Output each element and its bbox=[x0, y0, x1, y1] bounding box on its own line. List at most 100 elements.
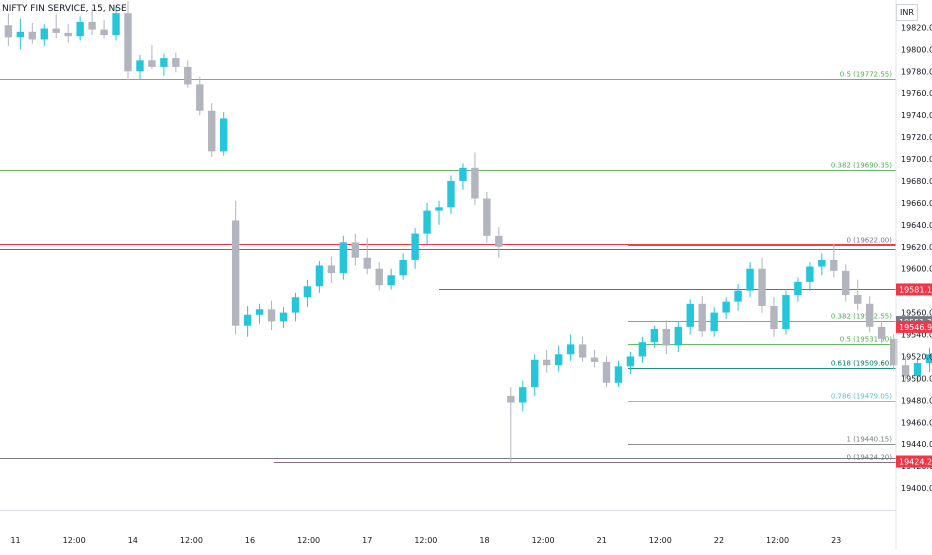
candle-body bbox=[471, 167, 479, 199]
candle bbox=[291, 292, 300, 322]
candle bbox=[387, 268, 395, 290]
candle bbox=[423, 202, 431, 245]
fib-level-label: 0.786 (19479.05) bbox=[831, 393, 892, 401]
candle-body bbox=[554, 354, 563, 366]
candle bbox=[243, 306, 252, 337]
candle bbox=[16, 18, 25, 50]
candle bbox=[566, 334, 575, 361]
candle-body bbox=[4, 25, 13, 38]
candle bbox=[901, 356, 910, 381]
candle-body bbox=[830, 259, 838, 271]
candle bbox=[865, 296, 874, 333]
candle-body bbox=[614, 366, 623, 383]
candle-body bbox=[590, 357, 599, 362]
candle bbox=[76, 16, 84, 41]
candle bbox=[818, 253, 826, 276]
candle bbox=[219, 111, 228, 156]
candle-body bbox=[28, 31, 37, 40]
candle bbox=[435, 200, 443, 225]
price-tick-label: 19560.00 bbox=[901, 309, 932, 318]
candle bbox=[64, 24, 72, 43]
candle-body bbox=[495, 235, 503, 247]
candle bbox=[674, 321, 682, 353]
price-label-text: 19424.20 bbox=[899, 458, 932, 467]
candle-body bbox=[411, 233, 419, 260]
candle bbox=[231, 200, 240, 335]
candle-body bbox=[507, 395, 515, 403]
time-tick-label: 21 bbox=[597, 536, 607, 545]
candle-body bbox=[399, 259, 407, 276]
candle-body bbox=[40, 28, 48, 40]
candle bbox=[842, 264, 850, 302]
candle bbox=[578, 336, 587, 362]
time-tick-label: 17 bbox=[362, 536, 372, 545]
candle-body bbox=[52, 28, 60, 33]
candle-body bbox=[889, 338, 898, 366]
candle-body bbox=[303, 286, 312, 298]
candle-body bbox=[566, 344, 575, 355]
candle-body bbox=[818, 259, 826, 267]
candle-body bbox=[339, 242, 348, 274]
candle-body bbox=[160, 58, 168, 67]
candle bbox=[339, 235, 348, 280]
candle bbox=[854, 279, 862, 311]
price-tick-label: 19720.00 bbox=[901, 133, 932, 142]
candle bbox=[483, 191, 491, 243]
time-tick-label: 16 bbox=[245, 536, 255, 545]
candle bbox=[626, 352, 635, 374]
candle bbox=[112, 5, 120, 41]
currency-button[interactable]: INR bbox=[896, 4, 918, 21]
candle-body bbox=[854, 295, 862, 304]
time-tick-label: 23 bbox=[831, 536, 841, 545]
candle bbox=[196, 76, 204, 116]
candle bbox=[746, 262, 754, 298]
candle bbox=[507, 387, 515, 462]
chart-title: NIFTY FIN SERVICE, 15, NSE bbox=[2, 4, 127, 14]
price-axis: 19820.00 19800.00 19780.00 19760.00 19740.00… bbox=[895, 0, 932, 550]
candle bbox=[52, 14, 60, 39]
candle-body bbox=[459, 167, 467, 181]
candle bbox=[602, 356, 611, 388]
candle-body bbox=[865, 303, 874, 327]
price-tick-label: 19620.00 bbox=[901, 243, 932, 252]
candle bbox=[88, 8, 96, 36]
candle-body bbox=[112, 13, 120, 36]
candle-body bbox=[231, 220, 240, 326]
price-label-tag: 19581.10 bbox=[896, 283, 932, 296]
price-tick-label: 19520.00 bbox=[901, 352, 932, 361]
candle-body bbox=[734, 290, 742, 302]
price-tick-label: 19640.00 bbox=[901, 221, 932, 230]
price-tick-label: 19540.00 bbox=[901, 331, 932, 340]
candle bbox=[554, 345, 563, 372]
candle bbox=[267, 300, 276, 331]
candle bbox=[471, 152, 479, 206]
candle bbox=[770, 297, 778, 337]
candle bbox=[614, 360, 623, 388]
candle bbox=[698, 296, 706, 337]
price-tick-label: 19440.00 bbox=[901, 440, 932, 449]
candle-body bbox=[351, 242, 359, 258]
candle-body bbox=[148, 60, 156, 67]
candle-body bbox=[124, 13, 132, 72]
candle bbox=[662, 320, 671, 355]
candle bbox=[255, 303, 264, 324]
fib-level-label: 0 (19424.20) bbox=[846, 454, 892, 462]
price-tick-label: 19500.00 bbox=[901, 374, 932, 383]
candle-body bbox=[602, 361, 611, 383]
fib-level-label: 0.382 (19552.55) bbox=[831, 313, 892, 321]
price-tick-label: 19400.00 bbox=[901, 484, 932, 493]
fib-level-label: 0 (19622.00) bbox=[846, 237, 892, 245]
time-tick-label: 12:00 bbox=[297, 536, 320, 545]
time-tick-label: 12:00 bbox=[414, 536, 437, 545]
candle-body bbox=[219, 118, 228, 152]
candle-body bbox=[243, 314, 252, 326]
candle bbox=[447, 175, 455, 214]
candle bbox=[722, 297, 730, 320]
candle bbox=[590, 349, 599, 368]
candle-body bbox=[172, 58, 180, 67]
candle-body bbox=[662, 329, 671, 346]
candle-body bbox=[327, 265, 336, 274]
candle bbox=[315, 261, 324, 293]
